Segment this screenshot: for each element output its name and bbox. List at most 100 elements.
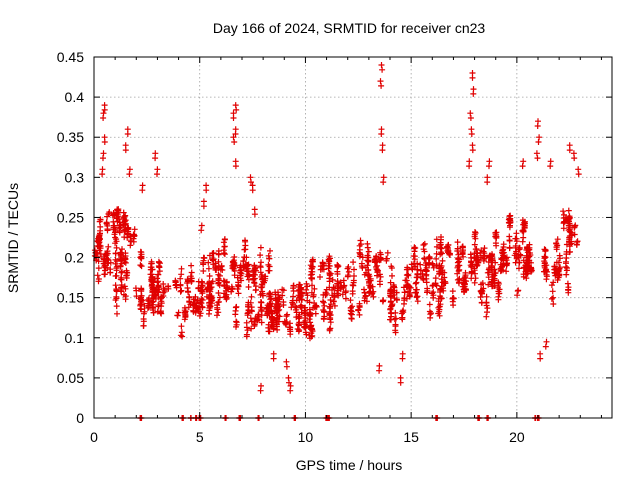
data-point xyxy=(366,282,373,289)
data-point xyxy=(207,294,214,300)
grid xyxy=(94,57,612,418)
data-point xyxy=(120,221,127,227)
data-point xyxy=(471,241,478,248)
data-point xyxy=(312,310,319,317)
data-point xyxy=(471,231,478,238)
data-point xyxy=(175,309,182,316)
data-point xyxy=(120,222,127,229)
data-point xyxy=(232,163,239,170)
data-point xyxy=(527,265,534,272)
data-point xyxy=(503,268,510,275)
data-point xyxy=(323,290,330,297)
data-point xyxy=(264,302,271,309)
data-point xyxy=(523,275,530,282)
data-point xyxy=(199,290,206,297)
data-point xyxy=(320,307,327,313)
data-point xyxy=(561,211,567,218)
data-point xyxy=(156,259,163,266)
data-point xyxy=(292,303,299,310)
data-point xyxy=(329,292,336,299)
data-point xyxy=(258,259,264,266)
data-point xyxy=(276,303,283,310)
data-point xyxy=(433,236,440,243)
data-point xyxy=(205,259,212,266)
data-point xyxy=(96,239,103,246)
data-point xyxy=(307,335,313,342)
data-point xyxy=(184,276,191,283)
data-point xyxy=(103,252,110,259)
data-point xyxy=(182,310,189,317)
data-point xyxy=(441,269,448,276)
data-point xyxy=(507,219,514,226)
data-point xyxy=(485,281,492,288)
data-point xyxy=(563,251,570,258)
data-point xyxy=(155,302,162,308)
data-point xyxy=(477,294,484,300)
data-point xyxy=(347,297,354,304)
data-point xyxy=(393,315,399,322)
data-point xyxy=(450,302,457,309)
data-point xyxy=(221,251,228,258)
data-point xyxy=(120,209,127,216)
data-point xyxy=(524,262,531,269)
data-point xyxy=(556,252,563,259)
data-point xyxy=(127,242,134,249)
data-point xyxy=(267,247,273,254)
data-point xyxy=(283,363,290,370)
x-axis: 0 5 10 15 20 xyxy=(90,57,602,445)
data-point xyxy=(206,273,213,279)
data-point xyxy=(243,331,250,338)
data-point xyxy=(287,331,294,338)
data-point xyxy=(566,249,573,256)
data-point xyxy=(550,294,557,301)
data-point xyxy=(335,283,342,289)
data-point xyxy=(216,282,223,289)
data-point xyxy=(345,264,352,270)
data-point xyxy=(230,115,237,121)
data-point xyxy=(470,90,477,97)
data-point xyxy=(228,283,235,290)
data-point xyxy=(279,286,286,293)
data-point xyxy=(245,299,252,306)
data-point xyxy=(107,259,114,266)
data-point xyxy=(459,283,466,290)
data-point xyxy=(426,301,433,308)
data-point xyxy=(551,263,558,270)
data-point xyxy=(331,302,338,309)
data-point xyxy=(230,134,237,141)
data-point xyxy=(422,266,429,273)
data-point xyxy=(557,264,564,271)
data-point xyxy=(112,240,119,247)
data-point xyxy=(384,249,391,256)
data-point xyxy=(188,262,195,269)
data-point xyxy=(205,265,212,272)
data-point xyxy=(112,297,119,303)
data-point xyxy=(421,255,428,262)
data-point xyxy=(243,324,250,331)
data-point xyxy=(327,319,334,326)
data-point xyxy=(118,274,125,281)
data-point xyxy=(306,332,313,339)
data-point xyxy=(387,279,394,286)
x-tick-label: 10 xyxy=(298,429,314,445)
data-point xyxy=(199,297,206,303)
data-point xyxy=(319,259,326,266)
data-point xyxy=(491,282,498,289)
data-point xyxy=(335,263,342,270)
data-point xyxy=(364,240,371,247)
data-point xyxy=(198,227,205,234)
data-point xyxy=(111,224,117,231)
data-point xyxy=(380,179,387,186)
x-tick-label: 15 xyxy=(403,429,419,445)
data-point xyxy=(233,319,240,326)
data-point xyxy=(94,272,101,279)
data-point xyxy=(124,131,131,137)
data-point xyxy=(119,268,125,275)
data-point xyxy=(497,268,504,275)
data-point xyxy=(468,268,475,275)
data-point xyxy=(492,240,499,247)
data-point xyxy=(469,147,476,154)
data-point xyxy=(455,251,462,258)
data-point xyxy=(126,171,133,178)
data-point xyxy=(131,232,138,239)
